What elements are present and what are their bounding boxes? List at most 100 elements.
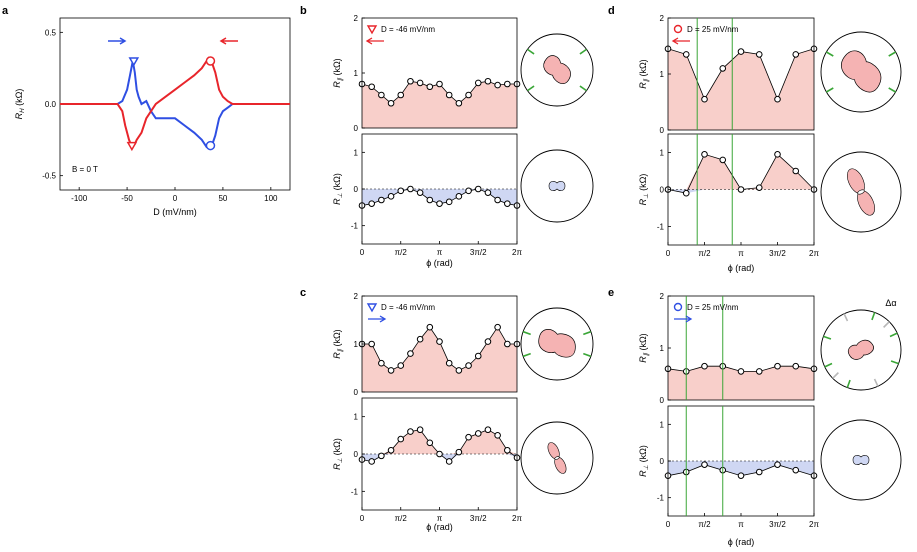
panel-e-xlabel: ϕ (rad)	[728, 537, 755, 547]
panel-d-xtick-label: 2π	[809, 249, 819, 258]
panel-e-xtick-label: 3π/2	[769, 520, 786, 529]
panel-c-perp-point	[484, 426, 492, 434]
panel-b-legend-label: D = -46 mV/nm	[381, 25, 435, 34]
panel-e-xtick-label: π/2	[698, 520, 711, 529]
panel-c-polar-tick	[522, 330, 531, 336]
panel-a-ytick-label: 0.0	[45, 100, 57, 109]
panel-c-xtick-label: 3π/2	[470, 514, 487, 523]
panel-b-par-point	[397, 91, 405, 99]
panel-letter-d: d	[608, 5, 615, 17]
panel-b-perp-point	[474, 185, 482, 193]
panel-d-perp-point	[701, 151, 708, 158]
panel-c-par-fill	[362, 327, 517, 392]
panel-c-peanut-shape	[538, 329, 576, 358]
panel-c-ytick-label: 0	[354, 450, 359, 459]
panel-d-perp-ylabel: R⊥ (kΩ)	[638, 174, 650, 206]
panel-c-perp-point	[426, 439, 434, 447]
panel-e-perp-point	[755, 468, 763, 476]
panel-letter-a: a	[2, 5, 9, 17]
panel-d-xlabel: ϕ (rad)	[728, 263, 755, 273]
panel-e-polar-tick	[871, 312, 876, 321]
panel-letter-b: b	[300, 5, 307, 17]
panel-c-par-point	[474, 352, 482, 360]
panel-e-par-point	[737, 368, 745, 375]
panel-b-ytick-label: -1	[351, 222, 359, 231]
panel-d-legend-arrow	[671, 37, 690, 45]
panel-c-par-point	[416, 335, 424, 343]
panel-e-perp-point	[737, 472, 745, 479]
panel-a-xtick-label: -100	[71, 194, 88, 203]
panel-a-blue-arrow	[108, 37, 127, 45]
panel-c-perp-point	[504, 446, 511, 454]
panel-c-perp-negfill	[362, 454, 517, 462]
panel-b-par-point	[484, 77, 492, 85]
panel-c-xtick-label: π	[437, 514, 443, 523]
panel-b-xtick-label: 2π	[512, 248, 522, 257]
panel-e-polar-gray-tick	[883, 321, 890, 328]
panel-b-perp-point	[416, 189, 424, 196]
panel-c-par-point	[504, 340, 511, 348]
panel-b-xtick-label: π/2	[395, 248, 408, 257]
panel-c-par-point	[407, 350, 414, 357]
panel-b-small-peanut	[548, 181, 566, 191]
panel-b-par-point	[494, 81, 501, 89]
panel-d-polar-tick	[825, 51, 834, 57]
panel-c-perp-point	[397, 435, 405, 443]
panel-b-par-fill	[362, 81, 517, 128]
panel-c-par-point	[368, 340, 375, 348]
panel-e-perp-point	[774, 461, 781, 468]
panel-a-xlabel: D (mV/nm)	[153, 207, 197, 217]
panel-b-par-point	[368, 83, 375, 91]
panel-b-perp-point	[387, 193, 395, 200]
panel-letter-e: e	[608, 287, 614, 299]
panel-a-triangle-marker	[126, 141, 138, 152]
panel-d-polar-tick	[825, 87, 834, 93]
panel-b-ytick-label: 1	[354, 148, 359, 157]
panel-c-perp-point	[465, 433, 472, 441]
panel-e-perp-ylabel: R⊥ (kΩ)	[638, 445, 650, 477]
panel-e-polar-tick	[824, 362, 833, 368]
panel-d-par-point	[737, 48, 745, 55]
panel-e-peanut-shape	[847, 339, 874, 360]
panel-e-par-point	[755, 368, 763, 375]
panel-c-par-point	[436, 338, 443, 345]
panel-a-ytick-label: 0.5	[45, 28, 57, 37]
panel-e-polar-gray-tick	[832, 372, 839, 379]
panel-b-perp-point	[494, 196, 501, 204]
panel-e-delta-alpha: Δα	[885, 298, 896, 308]
panel-d-xtick-label: 0	[666, 249, 671, 258]
panel-b-polar-tick	[579, 48, 587, 55]
panel-b-par-ylabel: R∥ (kΩ)	[332, 58, 344, 87]
panel-b-perp-point	[407, 185, 414, 193]
panel-d-perp-fill	[668, 154, 814, 190]
panel-c-xtick-label: 0	[360, 514, 365, 523]
svg-text:R∥ (kΩ): R∥ (kΩ)	[332, 58, 344, 87]
panel-b-perp-point	[426, 196, 434, 204]
svg-text:R∥ (kΩ): R∥ (kΩ)	[638, 59, 650, 88]
panel-c-xtick-label: π/2	[395, 514, 408, 523]
panel-c-perp-point	[407, 428, 414, 435]
panel-b-par-point	[465, 91, 472, 99]
panel-d-legend-label: D = 25 mV/nm	[687, 25, 739, 34]
panel-a-triangle-marker	[128, 57, 140, 67]
panel-c-perp-ylabel: R⊥ (kΩ)	[332, 438, 344, 470]
panel-c-legend-marker	[366, 303, 378, 313]
panel-e-ytick-label: 1	[660, 420, 665, 429]
panel-b-perp-point	[455, 193, 463, 200]
panel-e-ytick-label: -1	[657, 494, 665, 503]
panel-c-clover-shape	[547, 442, 567, 474]
panel-e-xtick-label: π	[738, 520, 744, 529]
panel-c-perp-point	[455, 448, 463, 456]
panel-d-perp-point	[682, 189, 690, 197]
panel-a-annotation: B = 0 T	[72, 165, 98, 174]
panel-b-par-point	[416, 79, 424, 87]
panel-c-ytick-label: 1	[354, 340, 359, 349]
panel-c-par-ylabel: R∥ (kΩ)	[332, 329, 344, 358]
panel-e-polar-tick	[889, 332, 898, 338]
panel-b-perp-point	[436, 200, 443, 207]
panel-b-perp-point	[397, 187, 405, 195]
panel-e-xtick-label: 2π	[809, 520, 819, 529]
panel-c-polar-tick	[583, 330, 592, 336]
panel-e-legend-label: D = 25 mV/nm	[687, 303, 739, 312]
panel-a-red-arrow	[219, 37, 238, 45]
